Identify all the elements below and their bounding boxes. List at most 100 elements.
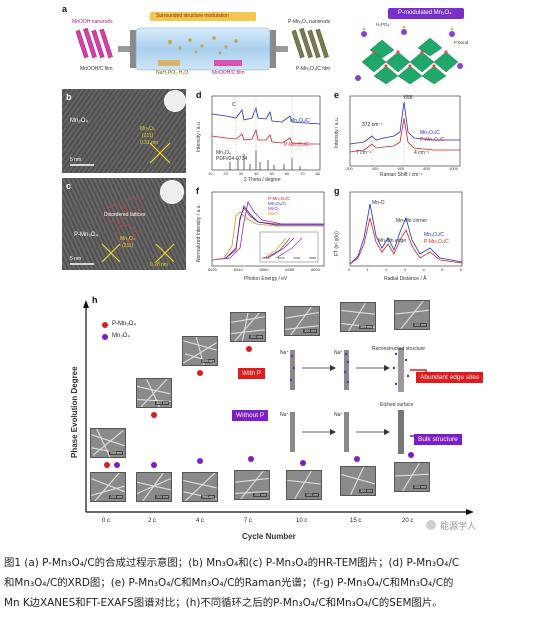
panel-g-annot-1: Mn-O <box>372 200 385 206</box>
legend-entry: Mn₃O₄/C <box>268 201 286 206</box>
tick: 600 <box>397 166 405 171</box>
caption-line-1: 图1 (a) P-Mn₃O₄/C的合成过程示意图；(b) Mn₃O₄和(c) P… <box>4 557 460 569</box>
with-p-tag: With P <box>238 368 266 379</box>
legend-entry: MnO <box>268 211 278 216</box>
sem-scale: 200 nm <box>201 495 215 499</box>
panel-g-exafs-chart <box>349 191 463 267</box>
tick: 20 <box>223 171 228 176</box>
panel-label-a: a <box>62 4 68 14</box>
without-p-tag: Without P <box>232 410 269 421</box>
panel-c-plane: (211) <box>122 243 134 249</box>
p-modulated-title: P-modulated Mn₃O₄ <box>398 10 452 16</box>
legend-label-mn3o4: Mn₃O₄ <box>112 333 130 339</box>
panel-d-c-label: C <box>232 102 236 108</box>
tick: 6545 <box>277 256 285 260</box>
panel-g-xticks: 0 1 2 3 4 5 6 <box>348 267 462 272</box>
caption-line-3: Mn K边XANES和FT-EXAFS图谱对比；(h)不同循环之后的P-Mn₃O… <box>4 597 443 609</box>
sem-scale: 200 nm <box>109 495 123 499</box>
tick: 6 <box>459 267 462 272</box>
panel-d-xticks: 10 20 30 40 50 60 70 80 <box>208 171 320 176</box>
tube-title: Surrounded structure modulation <box>156 13 229 19</box>
tick: 6600 <box>311 267 320 272</box>
panel-f-inset-xticks: 6540 6545 6550 6555 <box>262 256 316 260</box>
panel-g-annot-3: Mn-Mn edge <box>378 238 407 244</box>
panel-g-annot-2: Mn-Mn corner <box>396 218 428 224</box>
na-label-2: Na⁺ <box>334 350 344 356</box>
tick: 10 <box>208 171 213 176</box>
panel-g-series-1: Mn₃O₄/C <box>424 232 444 238</box>
panel-e-series-2: P-Mn₃O₄/C <box>420 137 445 143</box>
panel-label-g: g <box>334 186 340 196</box>
tick: 4 <box>422 267 425 272</box>
panel-d-series-1: Mn₃O₄/C <box>290 118 310 124</box>
sem-scale: 200 nm <box>155 495 169 499</box>
panel-label-d: d <box>196 90 202 100</box>
tick: 400 <box>371 166 379 171</box>
marker-n-20c <box>408 452 414 458</box>
panel-f-xticks: 6520 6540 6560 6580 6600 <box>208 267 320 272</box>
cycle-label-15c: 15 c <box>350 518 362 524</box>
tick: 6560 <box>259 267 269 272</box>
legend-dot-mn3o4 <box>102 334 108 340</box>
sem-image-p-10c: 200 nm <box>284 306 320 336</box>
mnooh-film-label: MnOOH/C film <box>80 66 113 72</box>
panel-g-series-2: P-Mn₃O₄/C <box>424 239 449 245</box>
panel-b-scale: 5 nm <box>70 157 82 163</box>
panel-b-dspacing: 0.31 nm <box>140 140 159 146</box>
panel-c-inset-text: Mn₃O₄ <box>120 236 135 242</box>
sem-scale: 200 nm <box>413 485 427 489</box>
mnooh-nanorods-label: MnOOH nanorods <box>72 19 113 25</box>
panel-d-ref-pdf: PDF#24-0734 <box>216 156 248 162</box>
panel-g-ylabel: FT (k³ χ(k)) <box>334 231 340 256</box>
cycle-label-2c: 2 c <box>148 518 157 524</box>
sem-image-p-15c: 200 nm <box>340 302 376 332</box>
panel-e-annot-1: 372 cm⁻¹ <box>362 122 383 128</box>
sem-image-p-0c: 200 nm <box>90 428 126 458</box>
sem-scale: 200 nm <box>305 493 319 497</box>
marker-n-15c <box>354 456 360 462</box>
pmn3o4-nanorods-label: P-Mn₃O₄ nanorods <box>288 19 331 25</box>
tick: 800 <box>423 166 430 171</box>
sem-scale: 200 nm <box>359 489 373 493</box>
panel-c-sample-label: P-Mn₃O₄ <box>74 232 98 238</box>
panel-f-xlabel: Photon Energy / eV <box>244 276 288 282</box>
marker-n-2c <box>151 462 157 468</box>
figure-caption: 图1 (a) P-Mn₃O₄/C的合成过程示意图；(b) Mn₃O₄和(c) P… <box>4 553 542 613</box>
panel-c-dspacing: 0.28 nm <box>150 262 169 268</box>
panel-label-e: e <box>334 90 340 100</box>
tick: 1 <box>366 267 369 272</box>
pmn3o4-nanorods-illustration <box>292 27 329 59</box>
sem-image-n-4c: 200 nm <box>182 472 218 502</box>
sem-scale: 200 nm <box>413 323 427 327</box>
panel-label-b: b <box>66 92 72 102</box>
watermark-icon <box>426 520 436 530</box>
tick: 5 <box>441 267 444 272</box>
marker-p-7c <box>246 346 252 352</box>
tube-title-banner <box>150 12 256 21</box>
panel-e-series-1: Mn₃O₄/C <box>420 130 440 136</box>
tick: 6580 <box>285 267 295 272</box>
panel-g-xlabel: Radial Distance / Å <box>384 276 427 282</box>
tube-label-film: MnOOH/C film <box>212 70 245 76</box>
marker-p-2c <box>151 412 157 418</box>
sem-image-n-0c: 200 nm <box>90 472 126 502</box>
cycle-label-10c: 10 c <box>296 518 308 524</box>
panel-b-tem-image <box>62 89 186 173</box>
tick: 70 <box>300 171 305 176</box>
panel-e-annot-3: 4 cm⁻¹ <box>414 150 430 156</box>
marker-p-4c <box>197 370 203 376</box>
panel-c-disorder-label: Disordered lattices <box>104 212 146 218</box>
tube-furnace <box>118 27 288 71</box>
panel-d-xrd-chart <box>211 95 321 171</box>
panel-b-sample-label: Mn₃O₄ <box>70 118 88 124</box>
panel-label-h: h <box>92 295 98 305</box>
sem-image-n-10c: 200 nm <box>286 470 322 500</box>
sem-scale: 200 nm <box>155 401 169 405</box>
crystal-structure-illustration <box>355 25 463 85</box>
panel-b-plane: (211) <box>142 133 154 139</box>
etched-surface-label: Etched surface <box>380 402 414 408</box>
tick: 80 <box>315 171 320 176</box>
tick: 0 <box>348 267 351 272</box>
panel-h-xlabel: Cycle Number <box>242 532 296 541</box>
panel-h-axes <box>83 300 474 515</box>
